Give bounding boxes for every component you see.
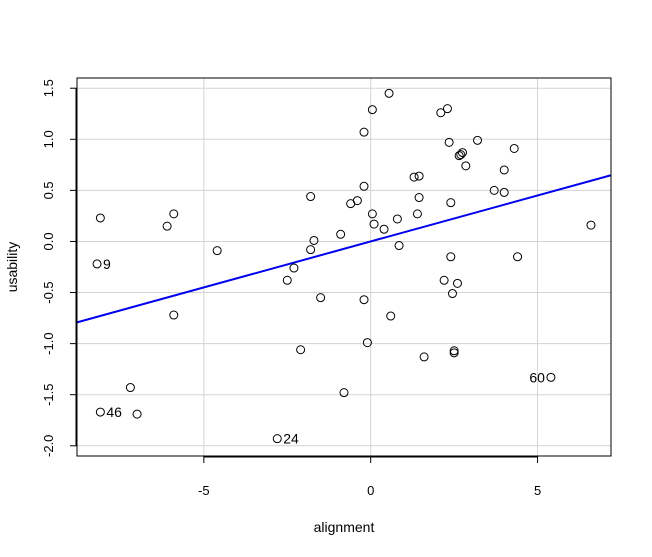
data-point — [212, 246, 222, 256]
data-point — [419, 352, 429, 362]
data-point — [414, 193, 424, 203]
data-point — [92, 259, 102, 269]
data-point — [367, 105, 377, 115]
y-tick-label: 0.0 — [41, 232, 56, 250]
y-tick-label: 0.5 — [41, 181, 56, 199]
data-point — [95, 407, 105, 417]
y-axis: -2.0 -1.5 -1.0 -0.5 0.0 0.5 1.0 1.5 — [41, 79, 77, 457]
fit-line-group — [76, 174, 612, 324]
data-point — [454, 151, 464, 161]
point-label: 24 — [283, 431, 299, 447]
data-point — [362, 338, 372, 348]
data-point — [306, 245, 316, 255]
x-axis: -5 0 5 — [198, 456, 541, 498]
x-tick-label: 0 — [367, 483, 374, 498]
data-point — [513, 252, 523, 262]
x-tick-label: -5 — [198, 483, 210, 498]
data-point — [132, 409, 142, 419]
data-point — [449, 346, 459, 356]
x-tick-label: 5 — [534, 483, 541, 498]
y-tick-label: -1.0 — [41, 332, 56, 354]
x-axis-title: alignment — [314, 519, 375, 535]
data-point — [436, 108, 446, 118]
y-tick-label: 1.0 — [41, 130, 56, 148]
data-point — [359, 181, 369, 191]
point-label: 46 — [106, 404, 122, 420]
data-point — [282, 275, 292, 285]
data-point — [409, 172, 419, 182]
data-point — [169, 310, 179, 320]
y-tick-label: -1.5 — [41, 383, 56, 405]
data-point — [384, 88, 394, 98]
data-point — [586, 220, 596, 230]
y-tick-label: 1.5 — [41, 79, 56, 97]
data-point — [546, 372, 556, 382]
data-point — [456, 150, 466, 160]
data-point — [452, 278, 462, 288]
data-point — [446, 198, 456, 208]
data-point — [95, 213, 105, 223]
data-point — [394, 241, 404, 251]
data-points — [92, 88, 596, 444]
data-point — [359, 295, 369, 305]
data-point — [386, 311, 396, 321]
data-point — [457, 148, 467, 158]
data-point — [412, 209, 422, 219]
data-point — [444, 137, 454, 147]
plot-frame — [76, 77, 612, 457]
data-point — [499, 165, 509, 175]
data-point — [272, 434, 282, 444]
data-point — [316, 293, 326, 303]
data-point — [125, 383, 135, 393]
data-point — [336, 229, 346, 239]
data-point — [439, 275, 449, 285]
data-point — [309, 235, 319, 245]
data-point — [446, 252, 456, 262]
data-point — [359, 127, 369, 137]
data-point — [289, 263, 299, 273]
data-point — [367, 209, 377, 219]
data-point — [449, 348, 459, 358]
y-axis-title: usability — [4, 242, 20, 293]
data-point — [447, 289, 457, 299]
fit-line — [76, 174, 612, 324]
data-point — [442, 104, 452, 114]
data-point — [352, 196, 362, 206]
y-tick-label: -2.0 — [41, 435, 56, 457]
data-point — [162, 221, 172, 231]
point-label: 9 — [103, 256, 111, 272]
y-tick-label: -0.5 — [41, 281, 56, 303]
point-labels: 9 46 24 60 — [103, 256, 545, 447]
data-point — [296, 345, 306, 355]
data-point — [414, 171, 424, 181]
grid-lines — [77, 78, 611, 456]
data-point — [461, 161, 471, 171]
data-point — [369, 219, 379, 229]
data-point — [392, 214, 402, 224]
data-point — [489, 185, 499, 195]
data-point — [379, 224, 389, 234]
data-point — [169, 209, 179, 219]
data-point — [473, 135, 482, 145]
data-point — [339, 388, 349, 398]
point-label: 60 — [529, 369, 545, 385]
data-point — [499, 187, 509, 197]
data-point — [509, 143, 519, 153]
data-point — [306, 192, 316, 202]
